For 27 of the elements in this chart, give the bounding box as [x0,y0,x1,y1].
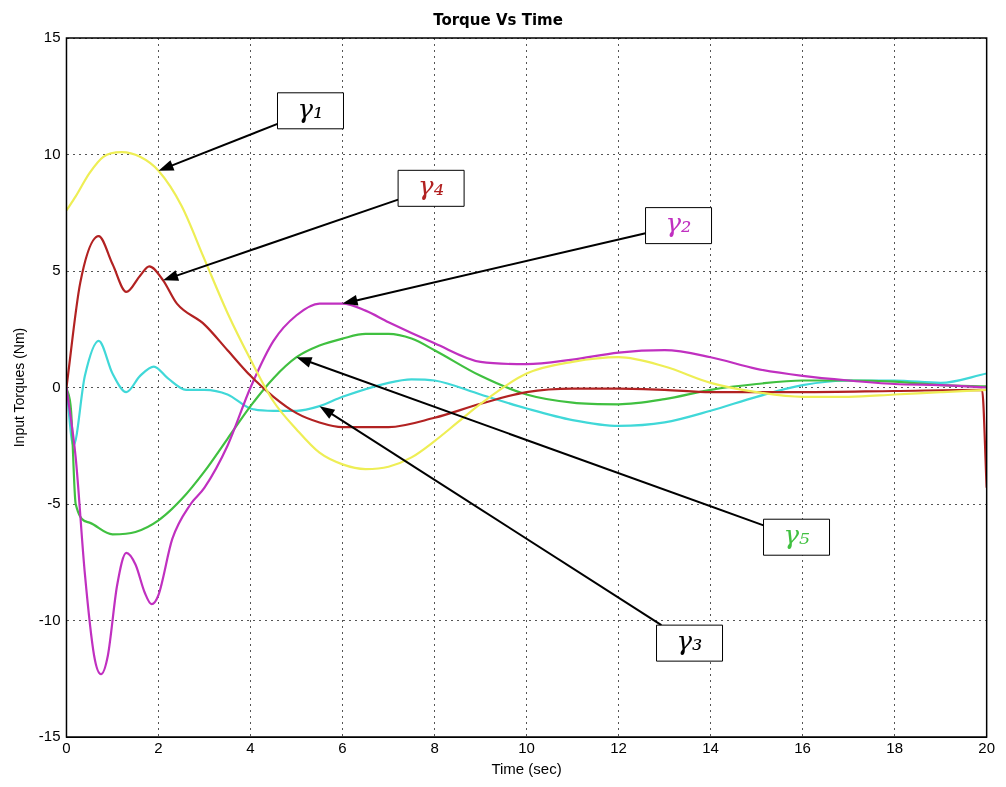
line-series [66,339,987,447]
text: γ₁ [297,93,324,124]
x-tick-label: 16 [794,739,811,757]
x-tick-label: 6 [338,739,347,757]
x-tick-label: 2 [154,739,163,757]
x-tick-label: 8 [430,739,439,757]
text: γ₄ [418,171,445,202]
y-tick-label: -5 [47,494,61,512]
y-tick-label: -15 [38,727,61,745]
x-tick-label: 12 [610,739,627,757]
text: γ₅ [783,519,811,550]
x-tick-label: 14 [702,739,719,757]
y-tick-label: 5 [52,261,61,279]
x-axis-title: Time (sec) [491,760,562,778]
x-tick-label: 18 [886,739,903,757]
y-tick-label: 15 [43,28,61,46]
x-tick-label: 10 [518,739,535,757]
x-tick-label: 4 [246,739,255,757]
x-tick-label: 20 [978,739,995,757]
line-series [66,151,987,471]
y-axis-title: Input Torques (Nm) [11,327,28,448]
y-tick-label: -10 [38,610,61,628]
chart-title: Torque Vs Time [433,10,563,29]
text: γ₃ [676,625,703,656]
y-tick-label: 10 [43,144,61,162]
y-tick-label: 0 [52,377,61,395]
text: γ₂ [665,208,692,239]
